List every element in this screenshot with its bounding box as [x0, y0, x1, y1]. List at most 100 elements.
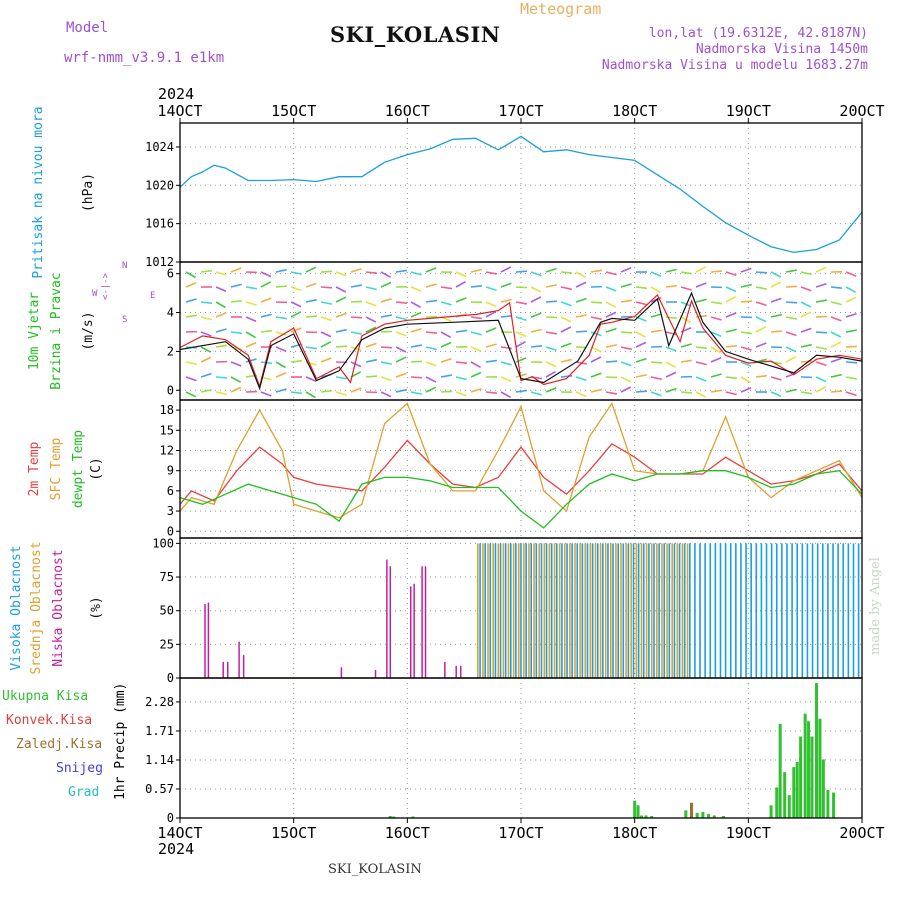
- wind-barb: [320, 357, 332, 363]
- wind-barb: [545, 300, 558, 303]
- wind-barb: [305, 346, 317, 350]
- meteogram-label: Meteogram: [520, 0, 602, 18]
- precip-bar: [650, 815, 654, 818]
- wind-barb: [395, 269, 408, 273]
- wind-barb: [200, 372, 212, 378]
- precip-bar: [636, 805, 640, 818]
- wind-barb: [785, 331, 797, 337]
- wind-barb: [395, 331, 407, 337]
- wind-barb: [215, 391, 227, 396]
- wind-barb: [245, 316, 257, 323]
- wind-barb: [725, 328, 737, 333]
- ytick-label: 3: [167, 504, 174, 518]
- wind-barb: [815, 376, 827, 383]
- wind-barb: [785, 285, 798, 288]
- wind-barb: [575, 391, 587, 398]
- wind-barb: [740, 361, 752, 368]
- wind-barb: [320, 331, 332, 338]
- wind-barb: [245, 341, 257, 348]
- wind-barb: [395, 316, 407, 321]
- wind-barb: [650, 361, 663, 364]
- wind-barb: [830, 373, 842, 378]
- panel-ylabel: Pritisak na nivou mora: [31, 106, 46, 278]
- wind-barb: [560, 358, 572, 363]
- wind-barb: [725, 312, 737, 318]
- wind-barb: [695, 391, 707, 398]
- wind-barb: [395, 356, 407, 363]
- wind-barb: [470, 371, 482, 378]
- wind-barb: [815, 315, 828, 318]
- wind-barb: [530, 345, 543, 348]
- wind-barb: [665, 387, 677, 393]
- wind-barb: [605, 376, 618, 379]
- wind-barb: [515, 331, 527, 338]
- ytick-label: 1.71: [145, 724, 174, 738]
- xtick-label-top: 15OCT: [271, 102, 316, 120]
- wind-barb: [575, 330, 588, 333]
- wind-barb: [455, 361, 468, 364]
- wind-barb: [365, 358, 377, 363]
- wind-barb: [185, 298, 197, 303]
- wind-barb: [845, 345, 858, 348]
- wind-barb: [770, 271, 782, 278]
- precip-bar: [787, 795, 791, 818]
- wind-barb: [575, 271, 587, 278]
- wind-barb: [665, 284, 678, 288]
- wind-barb: [755, 286, 767, 290]
- wind-barb: [290, 286, 302, 292]
- wind-barb: [695, 346, 708, 350]
- wind-barb: [275, 285, 288, 288]
- wind-barb: [815, 283, 827, 288]
- xtick-label-bottom: 17OCT: [498, 824, 543, 842]
- panel-ylabel: 1hr Precip (mm): [113, 683, 128, 800]
- wind-barb: [620, 299, 632, 303]
- wind-barb: [605, 301, 617, 308]
- wind-barb: [350, 387, 362, 393]
- wind-barb: [200, 389, 212, 393]
- precip-bar: [695, 812, 699, 818]
- panel-ylabel: Srednja Oblacnost: [29, 541, 44, 674]
- wind-barb: [560, 301, 572, 307]
- wind-barb: [335, 345, 348, 348]
- wind-barb: [695, 266, 707, 273]
- precip-bar: [783, 772, 787, 818]
- wind-barb: [845, 313, 857, 318]
- wind-barb: [515, 270, 528, 273]
- wind-barb: [650, 391, 662, 397]
- wind-barb: [770, 391, 782, 398]
- wind-barb: [500, 266, 512, 273]
- wind-barb: [410, 328, 422, 333]
- wind-barb: [815, 331, 828, 334]
- wind-barb: [545, 316, 558, 319]
- wind-barb: [500, 391, 512, 399]
- wind-barb: [455, 297, 467, 303]
- wind-barb: [770, 313, 782, 318]
- panel-ylabel: SFC Temp: [49, 438, 64, 501]
- wind-barb: [530, 328, 542, 333]
- wind-barb: [770, 330, 783, 333]
- wind-barb: [575, 281, 587, 288]
- series-dewpt: [179, 470, 863, 529]
- wind-barb: [755, 271, 768, 274]
- wind-barb: [590, 356, 602, 363]
- wind-barb: [680, 301, 692, 308]
- wind-barb: [545, 361, 557, 368]
- wind-barb: [740, 346, 752, 351]
- wind-barb: [575, 297, 587, 303]
- wind-barb: [710, 331, 722, 338]
- wind-barb: [365, 342, 377, 348]
- wind-barb: [680, 391, 693, 394]
- wind-barb: [335, 376, 347, 380]
- wind-barb: [830, 331, 842, 338]
- wind-barb: [605, 344, 617, 348]
- ytick-label: 100: [152, 536, 174, 550]
- wind-barb: [440, 301, 452, 306]
- wind-barb: [680, 286, 692, 291]
- precip-bar: [411, 816, 415, 818]
- elevation: Nadmorska Visina 1450m: [695, 42, 868, 57]
- wind-barb: [800, 301, 812, 308]
- xtick-label-bottom: 20OCT: [839, 824, 884, 842]
- wind-barb: [335, 271, 347, 277]
- precip-bar: [639, 815, 643, 818]
- wind-barb: [500, 282, 512, 288]
